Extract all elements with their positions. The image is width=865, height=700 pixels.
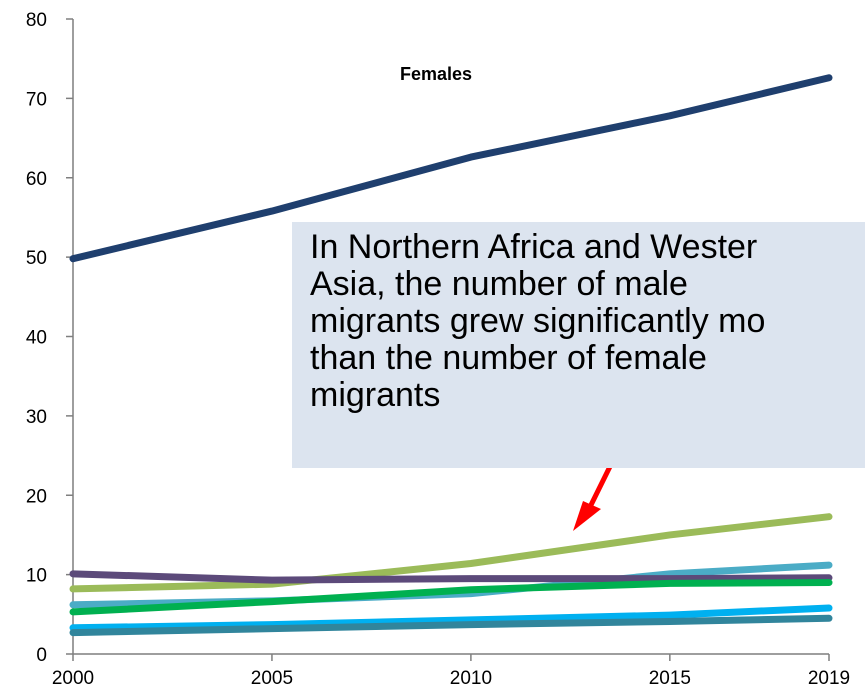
- x-tick-label: 2019: [808, 668, 850, 689]
- x-tick-label: 2010: [450, 668, 492, 689]
- y-tick-label: 40: [26, 328, 47, 349]
- annotation-line-1: In Northern Africa and Wester: [310, 228, 758, 266]
- y-tick-label: 0: [36, 645, 47, 666]
- annotation-line-5: migrants: [310, 376, 441, 414]
- series-line-1: [69, 74, 833, 263]
- y-tick-label: 50: [26, 248, 47, 269]
- annotation-line-3: migrants grew significantly mo: [310, 302, 766, 340]
- y-tick-label: 20: [26, 486, 47, 507]
- y-tick-label: 60: [26, 169, 47, 190]
- annotation-line-4: than the number of female: [310, 339, 707, 377]
- series-line-2: [69, 513, 833, 593]
- series-line-4: [69, 570, 833, 584]
- annotation-line-2: Asia, the number of male: [310, 265, 688, 303]
- chart-title: Females: [400, 64, 472, 84]
- series-line-7: [69, 614, 833, 637]
- x-tick-label: 2015: [649, 668, 691, 689]
- series-line-5: [69, 579, 833, 616]
- x-tick-label: 2000: [52, 668, 94, 689]
- y-tick-label: 80: [26, 10, 47, 31]
- x-tick-label: 2005: [251, 668, 293, 689]
- arrow-head: [573, 501, 601, 531]
- y-tick-label: 70: [26, 89, 47, 110]
- annotation-callout: In Northern Africa and Wester Asia, the …: [292, 222, 865, 468]
- chart-axes: 0 10 20 30 40 50 60 70 80 2000 2005 2010 2015 2019: [26, 10, 850, 689]
- y-tick-label: 10: [26, 566, 47, 587]
- y-tick-label: 30: [26, 407, 47, 428]
- series-line-6: [69, 604, 833, 632]
- chart-series: [69, 74, 833, 637]
